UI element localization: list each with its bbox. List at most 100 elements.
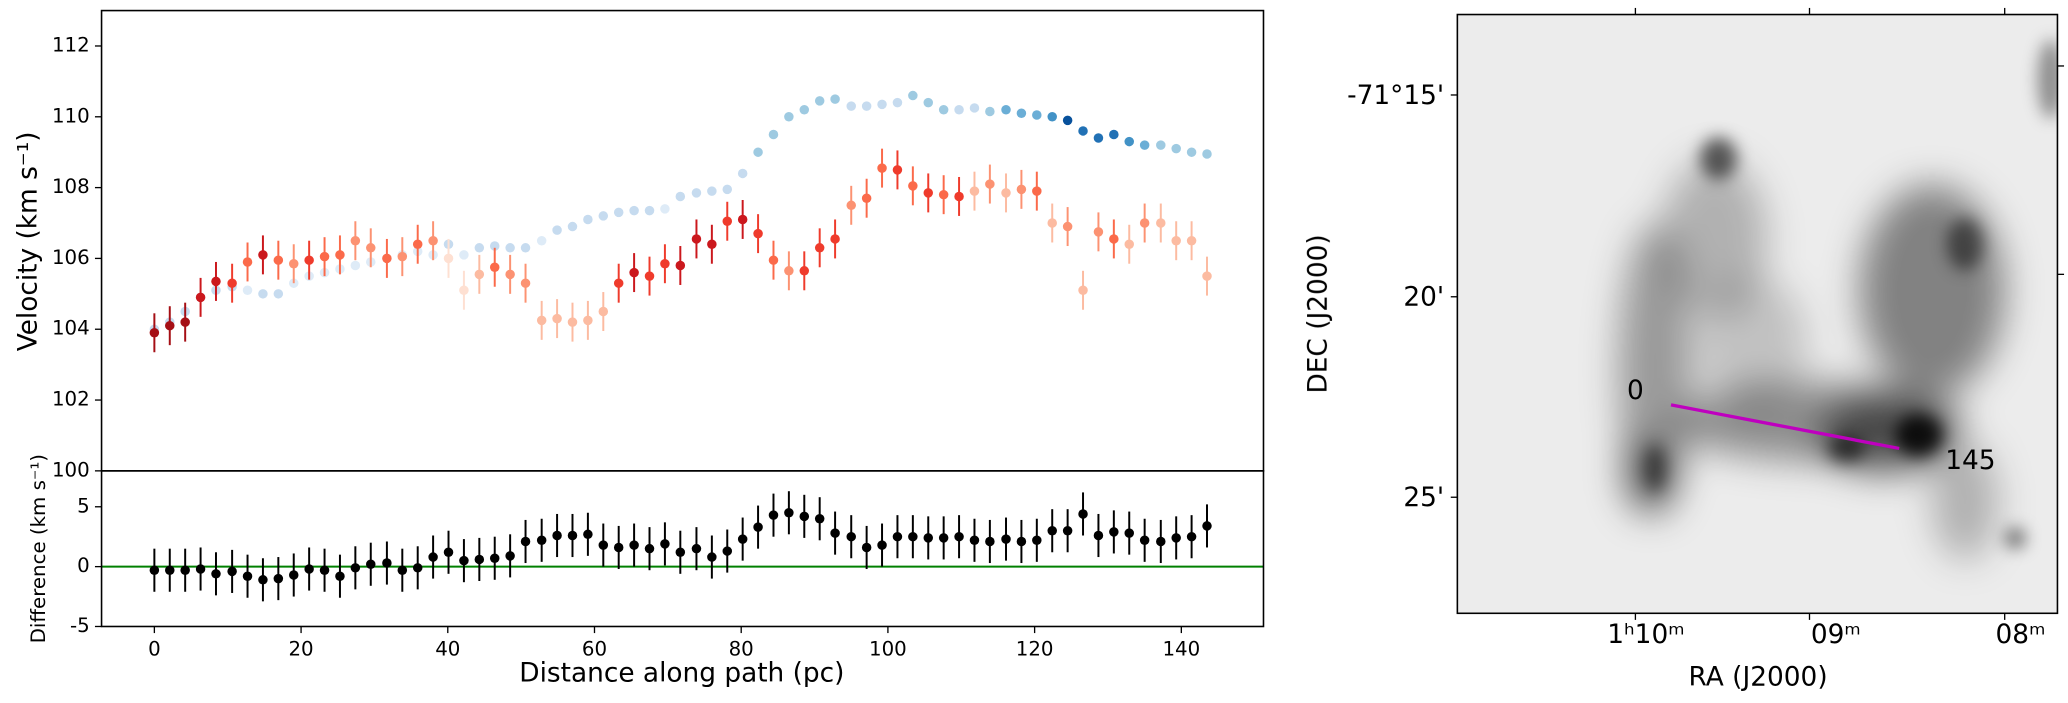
point (1124, 239, 1134, 250)
point (165, 565, 175, 575)
point (552, 225, 562, 235)
point (505, 243, 515, 253)
point (1047, 112, 1057, 122)
y-tick-label: 104 (52, 317, 90, 340)
point (722, 546, 733, 556)
point (242, 571, 253, 581)
point (753, 522, 763, 532)
path-start-label: 0 (1627, 376, 1644, 406)
point (304, 564, 314, 574)
point (954, 104, 964, 115)
point (1202, 149, 1212, 159)
point (536, 315, 547, 326)
point (412, 563, 423, 573)
dec-tick-label: -71°15' (1347, 81, 1444, 111)
point (861, 101, 872, 111)
point (459, 555, 469, 566)
point (1156, 140, 1166, 150)
point (1078, 126, 1088, 136)
point (583, 315, 593, 326)
x-tick-label: 140 (1162, 638, 1200, 661)
point (629, 540, 639, 550)
point (350, 563, 361, 573)
point (1016, 184, 1027, 195)
point (629, 267, 639, 278)
velocity-axis-label: Velocity (km s⁻¹) (14, 131, 44, 351)
point (583, 214, 593, 225)
y-tick-label: 110 (52, 104, 90, 127)
x-tick-label: 40 (435, 638, 460, 661)
point (629, 205, 639, 216)
point (691, 543, 702, 554)
point (242, 257, 253, 267)
point (923, 97, 934, 108)
point (969, 103, 980, 113)
point (1186, 235, 1197, 246)
point (567, 221, 578, 232)
point (1047, 218, 1057, 228)
y-tick-label: 0 (77, 554, 90, 577)
point (1062, 221, 1073, 232)
point (1202, 271, 1212, 281)
point (443, 253, 454, 264)
point (319, 565, 330, 575)
point (1171, 235, 1181, 246)
point (1016, 536, 1027, 547)
x-tick-label: 80 (729, 638, 754, 661)
point (195, 564, 206, 574)
y-tick-label: 102 (52, 388, 90, 411)
point (908, 531, 918, 542)
point (1001, 188, 1011, 198)
point (335, 250, 345, 260)
point (830, 94, 840, 104)
point (1016, 108, 1027, 118)
point (1124, 136, 1134, 147)
point (505, 269, 515, 280)
point (1078, 509, 1088, 519)
point (1109, 234, 1119, 244)
point (784, 266, 794, 276)
point (1156, 536, 1166, 547)
point (846, 101, 856, 111)
dec-tick-label: 25' (1403, 483, 1444, 513)
top-panel-frame (100, 9, 1265, 472)
point (892, 97, 903, 108)
point (242, 285, 253, 296)
point (598, 540, 609, 550)
path-line (1670, 403, 1900, 451)
ra-tick-label: 1ʰ10ᵐ (1607, 620, 1684, 650)
point (923, 533, 934, 543)
point (149, 565, 160, 575)
point (877, 163, 887, 173)
point (737, 534, 748, 544)
point (1062, 115, 1073, 126)
point (938, 533, 949, 543)
point (799, 104, 810, 115)
point (753, 147, 763, 157)
y-tick-label: -5 (70, 614, 90, 637)
image-frame (1456, 13, 2059, 615)
point (536, 235, 547, 246)
point (211, 569, 221, 579)
point (366, 559, 376, 569)
point (350, 235, 361, 246)
point (613, 207, 624, 218)
point (598, 211, 609, 221)
point (954, 531, 964, 542)
point (1139, 535, 1150, 546)
point (938, 104, 949, 115)
point (660, 204, 670, 214)
point (1093, 133, 1104, 143)
point (644, 543, 655, 554)
point (675, 191, 686, 202)
point (505, 551, 515, 561)
point (1139, 140, 1150, 150)
point (520, 278, 531, 288)
point (985, 179, 995, 189)
point (660, 258, 670, 269)
point (969, 535, 980, 546)
point (908, 181, 918, 191)
y-tick-label: 5 (77, 494, 90, 517)
point (722, 184, 733, 195)
point (428, 235, 438, 246)
